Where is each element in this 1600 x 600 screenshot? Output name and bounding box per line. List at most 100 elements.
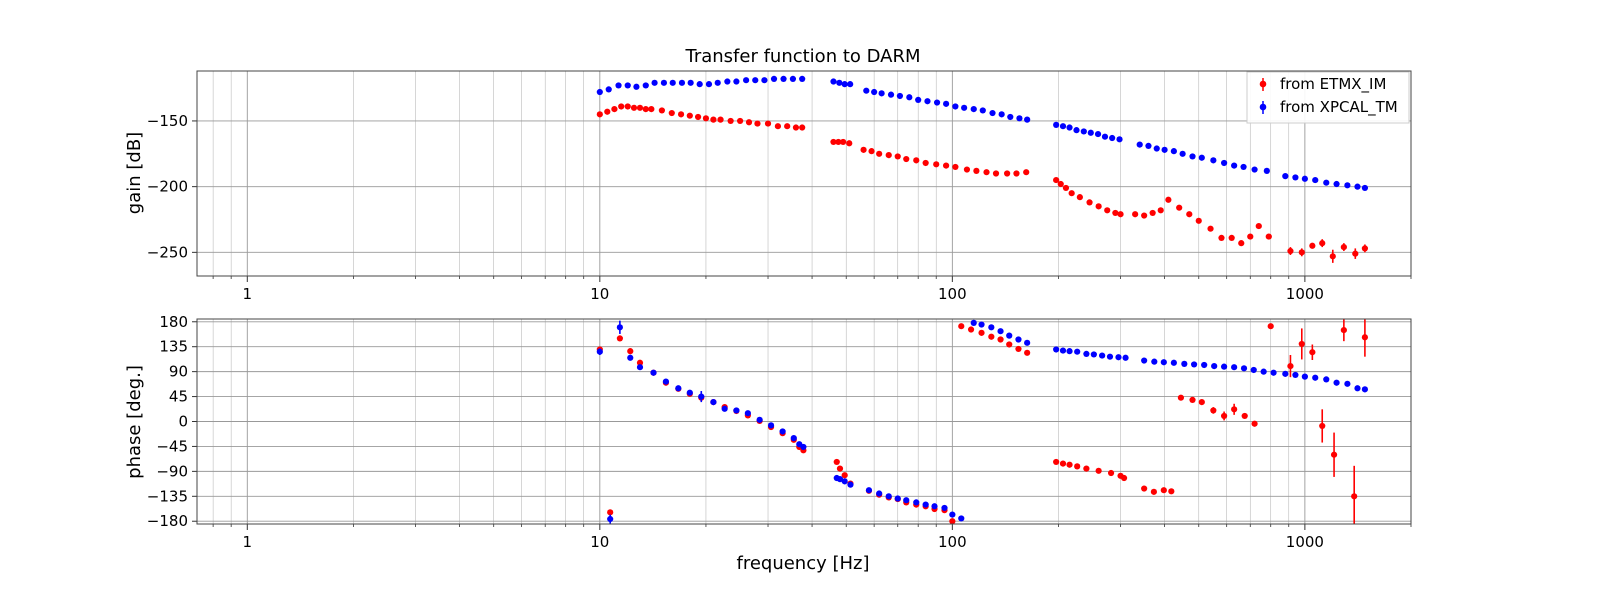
gain-data-point xyxy=(743,77,750,84)
legend-label-xpcal: from XPCAL_TM xyxy=(1280,98,1398,117)
phase-data-point xyxy=(931,503,938,510)
gain-data-point xyxy=(1189,153,1196,160)
gain-data-point xyxy=(1255,222,1262,230)
phase-data-point xyxy=(833,458,840,466)
gain-data-point xyxy=(1086,199,1093,206)
gain-data-point xyxy=(1282,173,1289,180)
gain-data-point xyxy=(1179,150,1186,157)
phase-data-point xyxy=(1354,385,1361,392)
gain-data-point xyxy=(770,75,778,82)
gain-y-tick-label: −250 xyxy=(147,243,188,261)
gain-data-point xyxy=(694,113,702,121)
figure-title: Transfer function to DARM xyxy=(684,46,920,67)
gain-y-tick-label: −150 xyxy=(147,112,188,130)
phase-y-tick-label: 135 xyxy=(159,338,188,356)
gain-data-point xyxy=(784,123,791,130)
gain-data-point xyxy=(876,150,883,157)
gain-series-etmx_im xyxy=(596,103,1369,263)
gain-data-point xyxy=(933,161,940,168)
gain-data-point xyxy=(754,120,761,127)
gain-data-point xyxy=(989,109,996,117)
gain-data-point xyxy=(860,146,867,153)
phase-data-point xyxy=(1015,345,1022,353)
phase-x-tick-label: 1000 xyxy=(1286,533,1324,551)
gain-data-point xyxy=(1263,167,1270,174)
phase-data-point xyxy=(1106,353,1114,360)
phase-data-point xyxy=(800,443,807,451)
phase-data-point xyxy=(978,329,985,336)
gain-data-point xyxy=(847,81,854,88)
gain-data-point xyxy=(943,100,950,107)
gain-data-point xyxy=(1309,242,1316,249)
gain-data-point xyxy=(605,86,612,93)
phase-data-point xyxy=(922,501,929,508)
gain-data-point xyxy=(658,107,665,114)
phase-data-point xyxy=(1177,394,1185,401)
phase-data-point xyxy=(1198,399,1205,406)
phase-data-point xyxy=(1287,362,1294,370)
gain-data-point xyxy=(642,82,649,89)
phase-data-point xyxy=(790,435,797,442)
legend-marker-xpcal xyxy=(1259,103,1267,111)
phase-data-point xyxy=(1066,461,1073,468)
phase-data-point xyxy=(686,389,693,396)
gain-data-point xyxy=(648,106,655,113)
phase-y-tick-label: −45 xyxy=(156,437,188,455)
gain-data-point xyxy=(651,79,658,86)
phase-data-point xyxy=(675,385,682,392)
gain-data-point xyxy=(1062,184,1070,192)
phase-data-point xyxy=(1141,485,1148,492)
phase-data-point xyxy=(1053,458,1060,466)
phase-data-point xyxy=(949,511,956,518)
gain-data-point xyxy=(1059,123,1067,130)
phase-x-tick-label: 100 xyxy=(938,533,967,551)
gain-data-point xyxy=(952,103,959,110)
phase-data-point xyxy=(1351,493,1358,500)
gain-data-point xyxy=(970,106,977,113)
phase-data-point xyxy=(1189,396,1196,403)
gain-data-point xyxy=(1095,203,1102,210)
gain-data-point xyxy=(1007,113,1014,121)
gain-data-point xyxy=(1066,124,1073,131)
phase-data-point xyxy=(1151,358,1158,365)
phase-data-point xyxy=(1267,323,1274,330)
gain-data-point xyxy=(702,115,710,122)
gain-data-point xyxy=(1016,115,1023,122)
phase-data-point xyxy=(1095,467,1102,474)
gain-data-point xyxy=(896,92,904,100)
gain-data-point xyxy=(1361,245,1369,252)
phase-data-point xyxy=(1211,362,1218,370)
phase-data-point xyxy=(1006,341,1013,348)
phase-data-point xyxy=(1309,349,1316,356)
gain-data-point xyxy=(1292,174,1299,181)
phase-y-tick-label: −135 xyxy=(147,487,188,505)
gain-series-xpcal_tm xyxy=(596,75,1369,192)
gain-data-point xyxy=(1087,129,1094,136)
x-axis-label: frequency [Hz] xyxy=(736,553,869,574)
phase-y-tick-label: −90 xyxy=(156,462,188,480)
gain-data-point xyxy=(830,138,837,146)
phase-data-point xyxy=(607,509,614,516)
gain-data-point xyxy=(792,124,800,131)
phase-data-point xyxy=(978,321,985,328)
gain-data-point xyxy=(1053,176,1060,184)
phase-data-point xyxy=(1301,373,1308,380)
phase-data-point xyxy=(779,428,786,435)
phase-data-point xyxy=(1330,451,1338,458)
phase-data-point xyxy=(949,518,956,525)
gain-data-point xyxy=(624,103,631,110)
phase-data-point xyxy=(1220,363,1228,370)
phase-data-point xyxy=(627,348,634,355)
phase-data-point xyxy=(1059,347,1067,354)
phase-data-point xyxy=(1120,474,1128,482)
phase-panel: 1 10 100 1000 180 135 90 45 0 −45 −90 −135 −180 xyxy=(147,313,1412,551)
phase-x-tick-label: 1 xyxy=(243,533,253,551)
phase-data-point xyxy=(636,359,644,366)
gain-data-point xyxy=(840,138,847,146)
gain-data-point xyxy=(1112,209,1119,217)
gain-data-point xyxy=(1053,121,1060,128)
phase-data-point xyxy=(1260,368,1267,375)
gain-data-point xyxy=(764,120,772,127)
gain-data-point xyxy=(1265,233,1272,240)
